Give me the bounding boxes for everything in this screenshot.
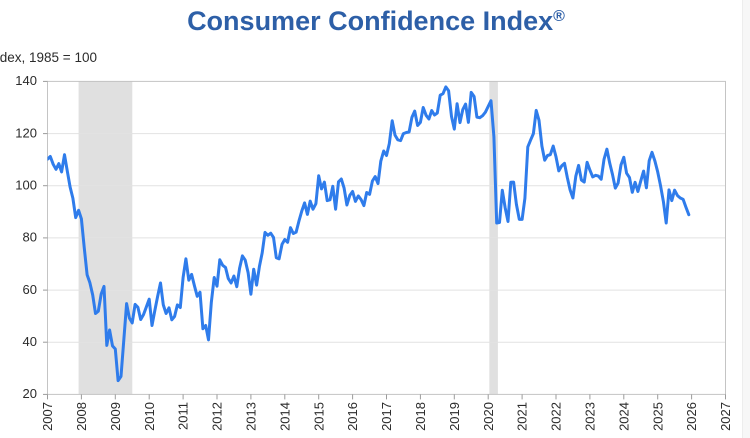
svg-text:2026: 2026 bbox=[684, 402, 699, 431]
svg-text:2012: 2012 bbox=[210, 402, 225, 431]
svg-text:2016: 2016 bbox=[345, 402, 360, 431]
svg-text:2007: 2007 bbox=[40, 402, 55, 431]
svg-text:2009: 2009 bbox=[108, 402, 123, 431]
svg-text:2013: 2013 bbox=[244, 402, 259, 431]
svg-text:2011: 2011 bbox=[176, 402, 191, 430]
svg-text:2022: 2022 bbox=[549, 402, 564, 431]
svg-text:80: 80 bbox=[23, 230, 37, 245]
svg-text:2018: 2018 bbox=[413, 402, 428, 431]
svg-text:2015: 2015 bbox=[311, 402, 326, 431]
svg-text:2027: 2027 bbox=[718, 402, 733, 431]
svg-text:2010: 2010 bbox=[142, 402, 157, 431]
svg-text:Index, 1985 = 100: Index, 1985 = 100 bbox=[0, 50, 97, 65]
svg-text:60: 60 bbox=[23, 282, 37, 297]
svg-text:2021: 2021 bbox=[515, 402, 530, 431]
svg-text:20: 20 bbox=[23, 386, 37, 401]
svg-text:2014: 2014 bbox=[277, 402, 292, 431]
svg-text:140: 140 bbox=[15, 73, 37, 88]
svg-text:100: 100 bbox=[15, 177, 37, 192]
svg-text:2020: 2020 bbox=[481, 402, 496, 431]
svg-text:2008: 2008 bbox=[74, 402, 89, 431]
svg-text:2019: 2019 bbox=[447, 402, 462, 431]
svg-text:2017: 2017 bbox=[379, 402, 394, 431]
svg-text:Consumer Confidence Index®: Consumer Confidence Index® bbox=[187, 6, 565, 36]
svg-text:2024: 2024 bbox=[616, 402, 631, 431]
svg-text:40: 40 bbox=[23, 334, 37, 349]
svg-text:120: 120 bbox=[15, 125, 37, 140]
svg-text:2023: 2023 bbox=[583, 402, 598, 431]
svg-text:2025: 2025 bbox=[650, 402, 665, 431]
